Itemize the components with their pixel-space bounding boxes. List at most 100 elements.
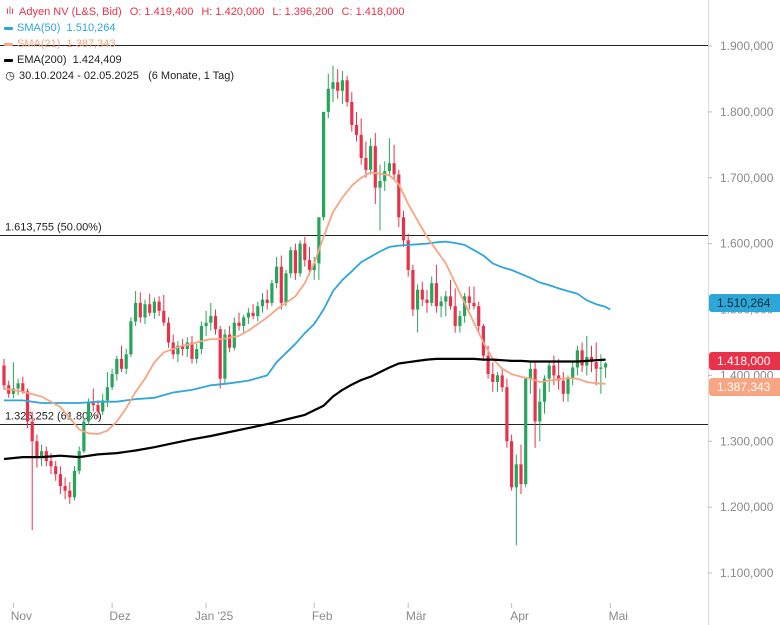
candle [561,372,565,402]
candle-body [289,250,293,274]
candle-body [124,354,128,369]
candle [181,339,185,356]
candle [284,269,288,307]
candle-body [242,317,246,326]
candle [463,293,467,323]
candle [392,144,396,180]
candle [246,308,250,324]
candle [383,161,387,191]
candle [331,65,335,102]
candle [434,264,438,313]
candle-body [383,171,387,182]
candle [204,310,208,336]
chart-legend: ılı Adyen NV (L&S, Bid) O: 1.419,400 H: … [4,4,405,84]
candle-body [326,88,330,112]
candle [589,345,594,373]
legend-sma21-row[interactable]: SMA(21) 1.387,343 [4,36,405,52]
candle [340,71,344,104]
candle-body [425,299,429,303]
candle [453,288,457,333]
candle [275,256,279,289]
candle [223,329,227,384]
candle-body [434,283,438,307]
candle [364,141,368,178]
candle-body [453,306,457,326]
candle [547,362,551,392]
candle [82,418,86,454]
candle-body [547,365,551,379]
candle [115,355,119,381]
candle-body [72,470,77,498]
candle [448,279,453,310]
candle [124,349,128,375]
y-tick-label: 1.800,000 [720,105,774,119]
ema200-value: 1.424,409 [72,54,122,66]
ema200-swatch [4,58,13,62]
candle [293,243,297,280]
candle-body [599,367,603,369]
candle-body [96,405,100,412]
clock-icon: ◷ [5,70,15,82]
candle [2,358,6,390]
candle-body [406,240,410,270]
candle [354,111,359,142]
candle [11,362,15,399]
candle [260,293,265,313]
candle-body [119,358,124,369]
candle-body [54,466,58,475]
candle-body [232,322,236,348]
candle [16,378,20,396]
candle-body [439,301,443,307]
sma21-price-tag: 1.387,343 [709,377,780,396]
candle-body [486,355,490,375]
candle-body [397,174,401,218]
legend-sma50-row[interactable]: SMA(50) 1.510,264 [4,20,405,36]
candle-body [11,388,15,394]
candle [35,434,39,468]
candle [495,372,500,392]
candle-body [237,322,241,326]
candle-body [148,304,152,313]
candle [265,289,269,310]
candle [604,362,608,379]
candle [213,309,218,335]
legend-ema200-row[interactable]: EMA(200) 1.424,409 [4,52,405,68]
candle-body [176,345,180,355]
ema200-line [3,357,606,461]
indicator-lines [3,171,611,461]
candlestick-icon: ılı [6,6,14,17]
candle [289,246,293,278]
candle-body [524,378,528,485]
candle [594,342,598,386]
candle-body [307,260,312,270]
candle-body [218,329,222,379]
candle [162,295,166,326]
candle-body [340,80,344,91]
candle-body [594,362,598,369]
candle-body [228,334,232,348]
candle [237,312,241,331]
candle [425,289,429,313]
x-tick-label: Apr [510,609,529,623]
candle [298,240,302,277]
candle-body [477,306,481,326]
candle-body [495,375,500,382]
candle [209,302,213,331]
candle [420,281,424,307]
candle-body [101,400,105,412]
y-tick-label: 1.100,000 [720,566,774,580]
candle-body [519,464,523,485]
x-tick-label: Feb [312,609,333,623]
open-value: 1.419,400 [144,6,194,18]
candle-body [354,125,359,135]
candle [218,325,222,389]
candlestick-series [2,65,608,546]
candle-body [77,451,81,471]
legend-range-row[interactable]: ◷ 30.10.2024 - 02.05.2025 (6 Monate, 1 T… [4,68,405,84]
candle-body [542,378,547,402]
candle-body [246,312,250,318]
candle-body [528,368,532,379]
candle-body [270,283,274,303]
candle-body [359,134,363,158]
